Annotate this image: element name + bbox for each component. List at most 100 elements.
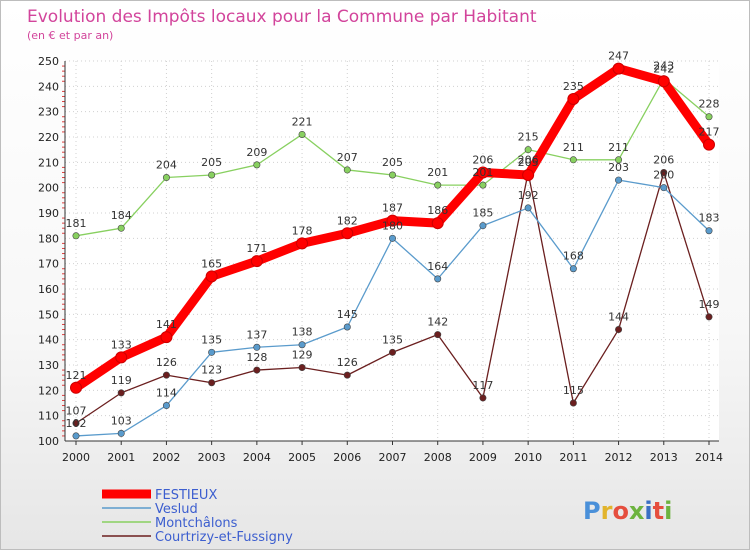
data-label: 135	[201, 333, 222, 346]
data-point	[569, 265, 577, 273]
data-label: 186	[427, 204, 448, 217]
data-label: 126	[337, 356, 358, 369]
data-point	[343, 371, 351, 379]
data-point	[298, 130, 306, 138]
data-label: 119	[111, 374, 132, 387]
x-tick-label: 2008	[424, 451, 452, 464]
data-label: 206	[518, 153, 539, 166]
brand-letter: o	[612, 497, 629, 525]
data-point	[703, 138, 715, 151]
data-label: 215	[518, 131, 539, 144]
data-point	[205, 270, 218, 283]
brand-letter: P	[583, 497, 601, 525]
data-label: 107	[66, 404, 87, 417]
data-point	[70, 381, 82, 394]
data-label: 209	[246, 146, 267, 159]
data-label: 200	[653, 169, 674, 182]
data-label: 164	[427, 260, 448, 273]
y-tick-label: 200	[38, 182, 59, 195]
data-point	[72, 432, 80, 440]
y-tick-label: 240	[38, 80, 59, 93]
y-tick-label: 220	[38, 131, 59, 144]
data-label: 181	[66, 217, 87, 230]
data-point	[72, 232, 80, 240]
brand-letter: i	[664, 497, 672, 525]
data-point	[208, 348, 216, 356]
x-tick-label: 2009	[469, 451, 497, 464]
y-tick-label: 150	[38, 308, 59, 321]
data-label: 204	[156, 159, 177, 172]
brand-name: Proxiti	[583, 497, 672, 525]
data-point	[250, 255, 263, 268]
proxiti-logo: Proxiti	[583, 497, 672, 525]
data-point	[115, 351, 128, 364]
data-label: 103	[111, 414, 132, 427]
data-label: 180	[382, 219, 403, 232]
legend-label: Veslud	[155, 502, 198, 517]
data-point	[298, 341, 306, 349]
x-tick-label: 2013	[650, 451, 678, 464]
data-label: 171	[246, 242, 267, 255]
data-label: 121	[66, 369, 87, 382]
x-tick-label: 2000	[62, 451, 90, 464]
data-point	[612, 62, 625, 75]
data-label: 243	[653, 60, 674, 73]
chart-title: Evolution des Impôts locaux pour la Comm…	[27, 7, 537, 27]
data-label: 117	[472, 379, 493, 392]
data-label: 182	[337, 214, 358, 227]
brand-letter: x	[629, 497, 645, 525]
data-point	[705, 227, 713, 235]
data-point	[524, 146, 532, 154]
data-point	[162, 371, 170, 379]
data-label: 183	[699, 212, 720, 225]
data-label: 206	[472, 153, 493, 166]
data-label: 201	[427, 166, 448, 179]
data-point	[388, 171, 396, 179]
data-label: 145	[337, 308, 358, 321]
chart-subtitle: (en € et par an)	[27, 29, 113, 42]
data-label: 205	[518, 156, 539, 169]
data-point	[117, 389, 125, 397]
data-label: 217	[699, 126, 720, 139]
y-tick-label: 120	[38, 384, 59, 397]
data-point	[615, 176, 623, 184]
data-label: 168	[563, 250, 584, 263]
data-label: 114	[156, 387, 177, 400]
data-point	[386, 214, 399, 227]
brand-letter: i	[644, 497, 652, 525]
data-point	[296, 237, 309, 250]
data-label: 205	[201, 156, 222, 169]
data-label: 185	[472, 207, 493, 220]
data-point	[208, 171, 216, 179]
data-point	[434, 181, 442, 189]
data-label: 178	[292, 224, 313, 237]
data-point	[476, 166, 489, 179]
data-point	[660, 184, 668, 192]
legend-label: Montchâlons	[155, 516, 238, 531]
data-point	[341, 227, 354, 240]
series-group	[70, 62, 715, 440]
data-point	[567, 93, 580, 105]
data-point	[434, 275, 442, 283]
data-point	[569, 399, 577, 407]
y-tick-label: 140	[38, 334, 59, 347]
data-point	[388, 234, 396, 242]
data-point	[615, 326, 623, 334]
y-tick-label: 130	[38, 359, 59, 372]
data-label: 221	[292, 115, 313, 128]
data-point	[162, 402, 170, 410]
x-tick-label: 2007	[379, 451, 407, 464]
data-label: 141	[156, 318, 177, 331]
data-point	[72, 419, 80, 427]
legend-label: Courtrizy-et-Fussigny	[155, 530, 293, 545]
data-point	[160, 331, 173, 344]
data-label: 235	[563, 80, 584, 93]
data-point	[705, 113, 713, 121]
grid	[65, 60, 719, 442]
data-label: 135	[382, 333, 403, 346]
data-point	[434, 331, 442, 339]
data-label: 138	[292, 326, 313, 339]
data-point	[117, 224, 125, 232]
